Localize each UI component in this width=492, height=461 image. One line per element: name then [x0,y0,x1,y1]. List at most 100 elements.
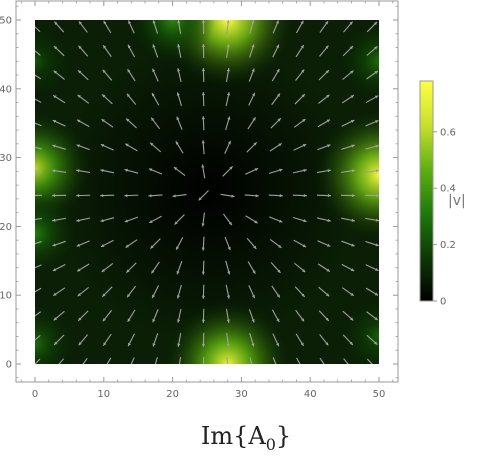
vector-arrow [295,44,305,58]
vector-arrow [295,69,305,81]
vector-arrow [176,284,182,299]
vector-arrow [102,310,113,322]
vector-arrow [124,168,139,174]
vector-arrow [35,98,42,103]
vector-arrow [177,308,182,323]
vector-arrow [35,122,42,127]
vector-arrow [317,144,331,151]
vector-arrow [294,286,306,298]
heatmap-hotspot [313,109,379,241]
vector-arrow [175,237,184,251]
vector-arrow [148,215,162,224]
y-tick-label: 10 [0,291,12,302]
vector-arrow [244,194,259,198]
vector-arrow [35,146,42,150]
vector-arrow [125,239,138,248]
vector-arrow [101,118,114,128]
vector-arrow [53,310,65,321]
x-tick-label: 10 [97,389,110,400]
vector-arrow [248,309,255,323]
vector-arrow [225,308,230,323]
colorbar-tick-label: 0.4 [440,184,456,195]
vector-arrow [125,118,137,129]
vector-arrow [178,357,182,364]
vector-arrow [78,20,88,33]
vector-arrow [52,217,67,222]
vector-arrow [201,43,206,58]
vector-arrow [294,93,306,105]
axes: 0 10 20 30 40 50 0 10 20 30 40 50 [0,1,398,400]
vector-arrow [150,238,161,249]
vector-arrow [177,43,182,58]
vector-arrow [149,142,162,153]
vector-arrow [52,144,66,150]
vector-arrow [343,21,354,33]
vector-arrow [127,20,135,34]
vector-arrow [272,20,280,34]
vector-arrow [226,356,229,364]
vector-arrow [341,119,355,127]
vector-arrow [248,68,255,82]
vector-arrow [177,20,182,34]
vector-arrow [294,262,306,273]
vector-arrow [341,217,356,222]
colorbar-tick-label: 0 [440,297,446,308]
vector-arrow [102,44,112,57]
vector-arrow [270,262,281,274]
vector-arrow [102,333,112,347]
vector-arrow [319,45,329,57]
vector-arrow [269,143,282,152]
vector-arrow [203,356,205,364]
vector-arrow [175,141,184,154]
vector-arrow [295,309,305,322]
vector-arrow [103,20,112,34]
vector-arrow [101,286,113,298]
vector-arrow [151,261,160,274]
vector-arrow [35,334,41,341]
vector-arrow [365,193,379,198]
vector-arrow [296,357,301,364]
vector-arrow [226,332,230,347]
vector-arrow [53,45,65,57]
heatmap-hotspot [35,26,70,96]
vector-arrow [126,285,136,298]
vector-arrow [173,166,186,176]
vector-arrow [151,285,160,299]
vector-arrow [366,70,379,80]
vector-arrow [52,240,66,247]
vector-arrow [148,168,163,175]
vector-arrow [226,43,230,58]
vector-arrow [247,117,256,130]
vector-arrow [35,194,43,196]
vector-arrow [35,50,41,56]
y-tick-label: 40 [0,84,12,95]
vector-arrow [100,239,114,248]
vector-arrow [249,44,255,58]
colorbar-tick-label: 0.6 [440,127,456,138]
colorbar-ticks: 0 0.2 0.4 0.6 [433,127,456,308]
vector-arrow [152,68,159,82]
vector-arrow [268,194,283,198]
vector-arrow [247,261,256,274]
x-tick-label: 20 [166,389,179,400]
vector-arrow [106,357,112,364]
vector-arrow [82,357,88,364]
vector-arrow [366,21,378,33]
vector-arrow [102,69,113,81]
vector-arrow [269,216,283,223]
vector-arrow [201,140,205,155]
heatmap-hotspot [35,305,74,364]
vector-arrow [201,92,206,107]
vector-arrow [125,262,137,274]
vector-arrow [226,20,230,34]
vector-arrow [317,217,331,222]
heatmap-hotspot [340,23,379,100]
vector-arrow [341,263,355,272]
vector-arrow [52,287,66,297]
vector-arrow [176,260,183,275]
vector-arrow [269,238,282,249]
vector-arrow [318,286,330,297]
vector-arrow [365,240,379,247]
vector-arrow [35,241,42,245]
